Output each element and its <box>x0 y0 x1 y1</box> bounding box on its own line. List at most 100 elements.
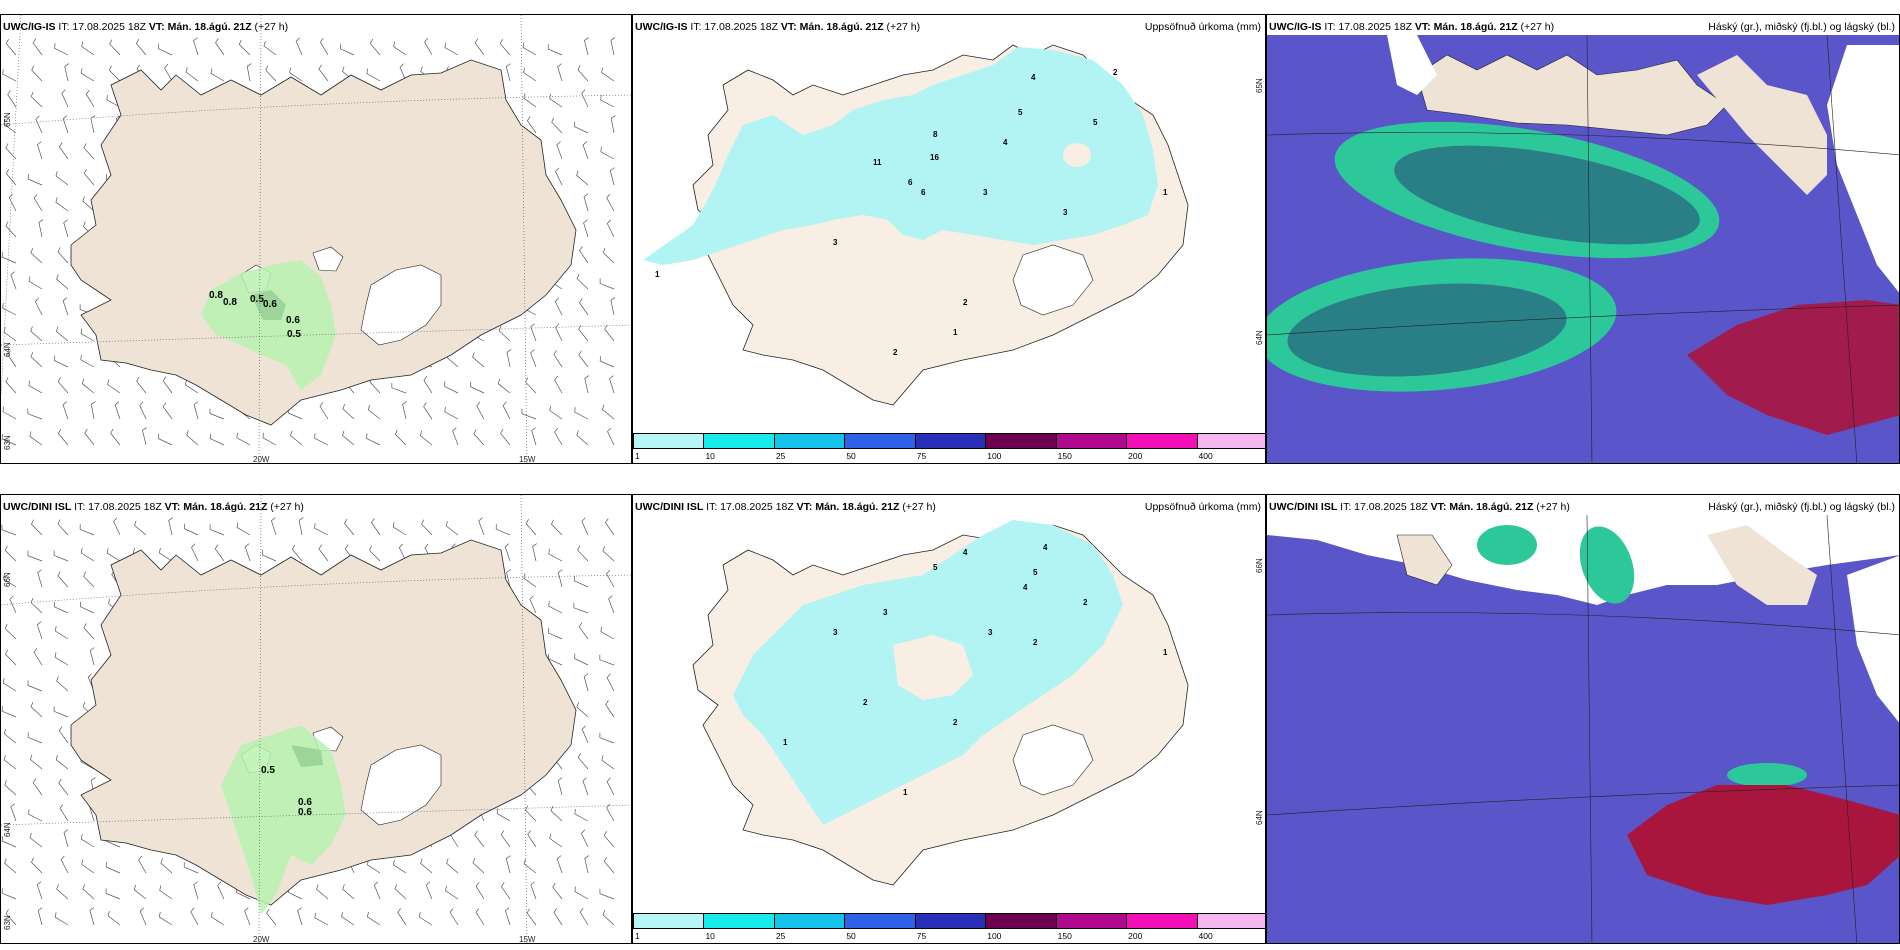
wind-barb <box>107 379 121 394</box>
wind-barb <box>581 517 589 536</box>
wind-barb <box>496 808 511 822</box>
wind-barb <box>287 407 303 420</box>
wind-barb <box>244 907 251 926</box>
wind-barb <box>139 401 147 420</box>
wind-barb <box>5 143 17 160</box>
colorbar-tick-label: 50 <box>846 931 856 941</box>
wind-barb <box>185 67 199 82</box>
wind-barb <box>31 65 43 82</box>
wind-barb <box>500 428 511 446</box>
wind-barb <box>105 888 121 900</box>
wind-barb <box>478 517 485 536</box>
wind-barb <box>56 274 69 290</box>
wind-barb <box>500 882 511 900</box>
wind-value: 0.6 <box>263 299 277 310</box>
wind-barb <box>523 573 537 588</box>
wind-barb <box>59 804 69 822</box>
lon-label: 15W <box>519 935 536 944</box>
wind-barb <box>109 39 121 56</box>
precip-value: 11 <box>873 158 882 167</box>
wind-barb <box>79 524 95 536</box>
wind-barb <box>445 885 459 900</box>
wind-barb <box>81 859 95 874</box>
colorbar-swatch <box>985 433 1057 449</box>
precip-value: 5 <box>933 563 938 572</box>
init-time: IT: 17.08.2025 18Z <box>74 501 162 513</box>
wind-barb <box>504 543 511 562</box>
wind-barb <box>599 888 615 900</box>
wind-barb <box>80 328 95 342</box>
precip-value: 3 <box>833 238 838 247</box>
wind-barb <box>607 427 615 446</box>
wind-barb <box>555 167 563 186</box>
wind-barb <box>290 430 303 446</box>
wind-barb <box>54 355 69 368</box>
precip-value: 4 <box>1023 583 1028 592</box>
cloud-green-north <box>1477 525 1537 565</box>
wind-barb <box>367 911 381 926</box>
wind-barb <box>605 700 615 718</box>
wind-barb <box>576 170 589 186</box>
wind-barb <box>599 278 615 290</box>
wind-barb <box>446 858 459 874</box>
wind-barb <box>449 908 459 926</box>
colorbar-tick-label: 25 <box>775 451 786 461</box>
wind-barb <box>470 381 485 394</box>
precip-value: 4 <box>1031 73 1036 82</box>
wind-barb <box>3 327 17 342</box>
cloud-teal-upper-core <box>1394 145 1700 245</box>
wind-barb <box>522 42 537 56</box>
wind-barb <box>83 571 95 588</box>
white-clear-north <box>1387 35 1437 95</box>
precip-panel-row2: UWC/DINI ISL IT: 17.08.2025 18Z VT: Mán.… <box>632 494 1266 944</box>
colorbar-swatch <box>773 433 846 449</box>
wind-barb <box>452 427 459 446</box>
valid-time: VT: Mán. 18.ágú. 21Z <box>148 21 252 33</box>
wind-barb <box>53 601 69 614</box>
precip-value: 2 <box>1113 68 1118 77</box>
wind-barb <box>139 907 147 926</box>
wind-barb <box>497 378 511 394</box>
wind-barb <box>38 219 44 238</box>
precip-value: 2 <box>963 298 968 307</box>
wind-barb <box>5 39 17 56</box>
wind-barb <box>532 543 537 562</box>
wind-barb <box>4 780 17 796</box>
wind-barb <box>27 550 43 562</box>
lat-label: 64N <box>1255 330 1264 345</box>
wind-barb <box>553 350 563 368</box>
wind-barb <box>236 522 251 536</box>
wind-barb <box>135 38 147 56</box>
wind-barb <box>578 622 589 640</box>
wind-barb <box>581 725 589 744</box>
precip-value: 1 <box>1163 648 1168 657</box>
wind-barb <box>291 544 303 562</box>
model-name: UWC/DINI ISL <box>635 501 704 513</box>
wind-barb <box>3 119 17 134</box>
wind-barb <box>576 273 589 290</box>
wind-barb <box>80 68 95 82</box>
precip-value: 3 <box>883 608 888 617</box>
wind-barb <box>158 433 173 446</box>
wind-barb <box>314 523 329 536</box>
lat-label: 66N <box>1255 558 1264 573</box>
wind-barb <box>1 888 17 900</box>
wind-barb <box>3 728 17 744</box>
wind-barb <box>557 569 563 588</box>
wind-barb <box>549 833 563 848</box>
wind-barb <box>476 401 485 420</box>
wind-barb <box>444 406 459 420</box>
wind-barb <box>500 830 511 848</box>
land-clear-east <box>1697 55 1827 195</box>
init-time: IT: 17.08.2025 18Z <box>58 21 146 33</box>
wind-barb <box>576 430 589 446</box>
cloud-title: Háský (gr.), miðský (fj.bl.) og lágský (… <box>1708 501 1895 513</box>
wind-barb <box>34 297 43 316</box>
wind-barb <box>577 545 589 562</box>
colorbar-swatch <box>914 913 987 929</box>
wind-barb <box>33 648 43 666</box>
wind-barb <box>318 544 329 562</box>
lead-time: (+27 h) <box>254 21 289 33</box>
wind-barb <box>1 524 17 536</box>
green-cloud-area <box>221 725 346 915</box>
